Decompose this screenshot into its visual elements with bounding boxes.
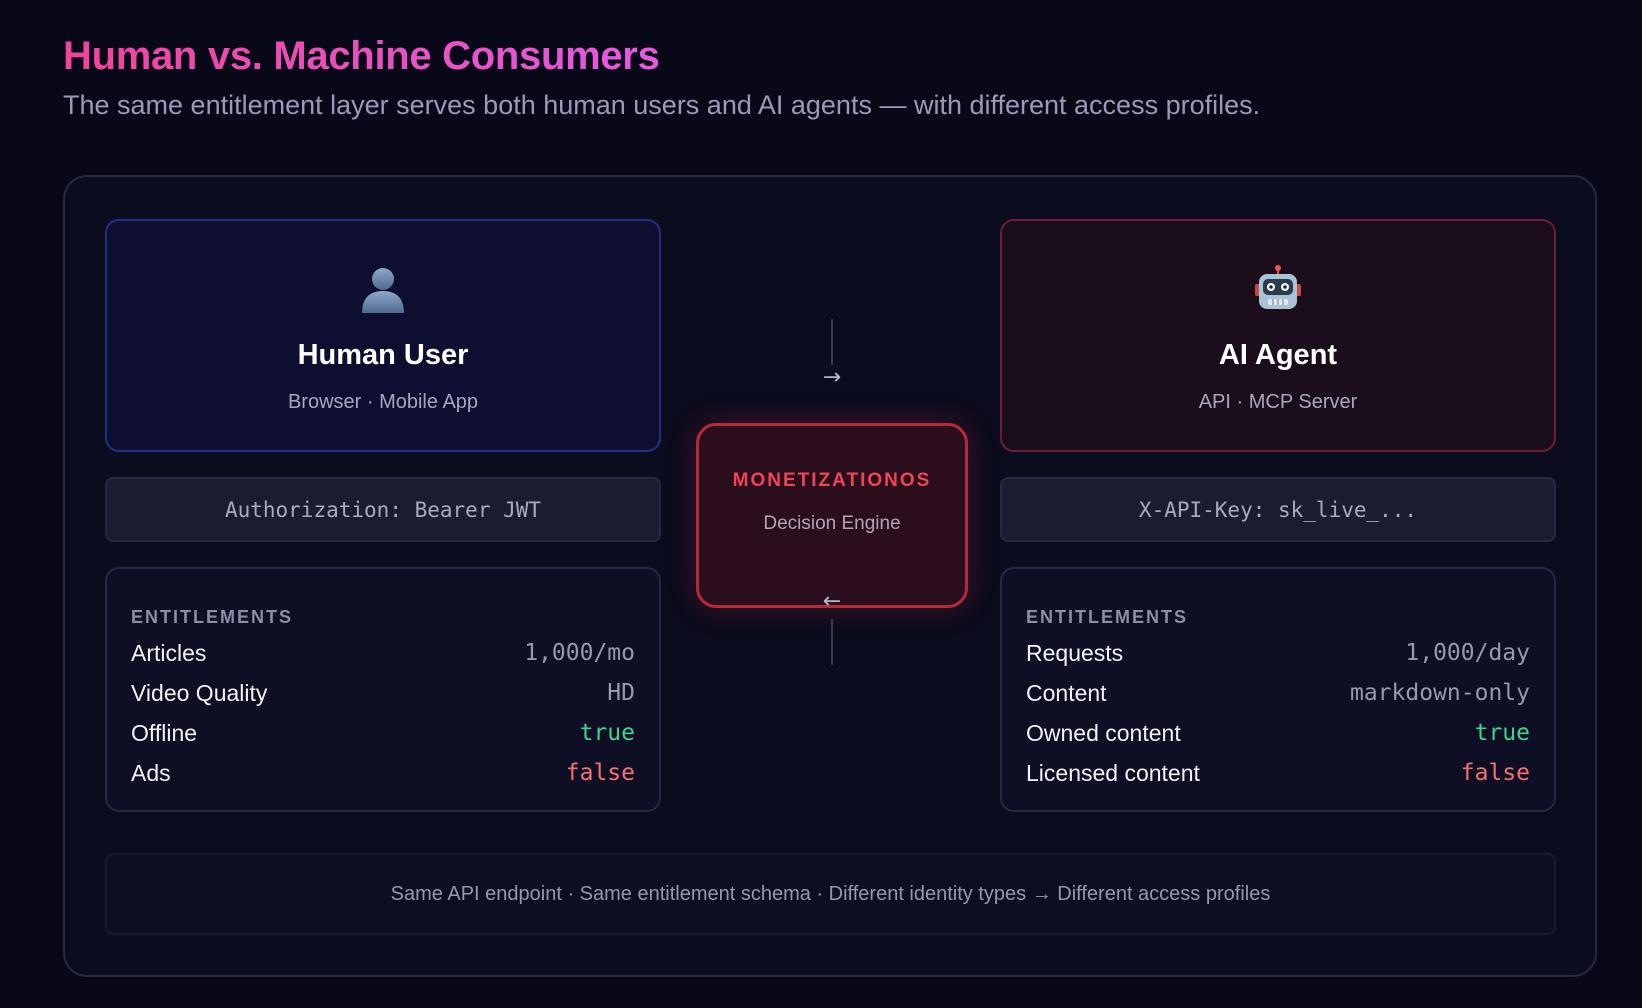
arrow-left-icon: ← (822, 589, 842, 614)
entitlement-key: Articles (131, 639, 207, 666)
arrow-right-icon: → (822, 365, 842, 390)
footer-note: Same API endpoint · Same entitlement sch… (105, 853, 1556, 935)
page-subtitle: The same entitlement layer serves both h… (63, 90, 1261, 120)
entitlement-row: Ads false (131, 753, 635, 793)
entitlement-key: Licensed content (1026, 759, 1200, 786)
entitlement-value: true (579, 720, 635, 746)
decision-engine-box: MONETIZATIONOS Decision Engine (696, 423, 968, 608)
entitlement-key: Offline (131, 719, 198, 746)
entitlement-value: true (1474, 720, 1530, 746)
agent-entitlements-panel: ENTITLEMENTS Requests 1,000/day Content … (1000, 567, 1556, 812)
engine-role: Decision Engine (763, 513, 901, 534)
entitlement-value: false (1460, 760, 1530, 786)
human-user-card: Human User Browser · Mobile App (105, 219, 661, 452)
robot-icon (1002, 259, 1554, 319)
entitlement-key: Video Quality (131, 679, 268, 706)
entitlement-row: Requests 1,000/day (1026, 633, 1530, 673)
page-title: Human vs. Machine Consumers (63, 34, 660, 78)
entitlement-key: Owned content (1026, 719, 1181, 746)
engine-brand: MONETIZATIONOS (732, 470, 932, 491)
diagram-frame: Human User Browser · Mobile App Authoriz… (63, 175, 1597, 977)
ai-agent-name: AI Agent (1218, 339, 1338, 371)
entitlements-label: ENTITLEMENTS (1026, 607, 1188, 627)
human-user-channels: Browser · Mobile App (287, 391, 479, 413)
entitlement-key: Content (1026, 679, 1107, 706)
human-auth-header: Authorization: Bearer JWT (105, 477, 661, 542)
entitlement-key: Requests (1026, 639, 1124, 666)
connector-line-top (831, 319, 833, 365)
entitlement-key: Ads (131, 759, 171, 786)
entitlement-row: Video Quality HD (131, 673, 635, 713)
ai-agent-channels: API · MCP Server (1198, 391, 1358, 413)
entitlements-label: ENTITLEMENTS (131, 607, 293, 627)
entitlement-row: Articles 1,000/mo (131, 633, 635, 673)
entitlement-value: false (565, 760, 635, 786)
entitlement-value: 1,000/mo (524, 640, 635, 666)
entitlement-row: Owned content true (1026, 713, 1530, 753)
entitlement-value: markdown-only (1349, 680, 1530, 706)
person-icon (107, 259, 659, 319)
entitlement-value: HD (607, 680, 635, 706)
agent-auth-header: X-API-Key: sk_live_... (1000, 477, 1556, 542)
entitlement-row: Content markdown-only (1026, 673, 1530, 713)
ai-agent-card: AI Agent API · MCP Server (1000, 219, 1556, 452)
entitlement-value: 1,000/day (1405, 640, 1530, 666)
entitlement-row: Offline true (131, 713, 635, 753)
entitlement-row: Licensed content false (1026, 753, 1530, 793)
connector-line-bottom (831, 619, 833, 665)
human-entitlements-panel: ENTITLEMENTS Articles 1,000/mo Video Qua… (105, 567, 661, 812)
human-user-name: Human User (297, 339, 469, 371)
